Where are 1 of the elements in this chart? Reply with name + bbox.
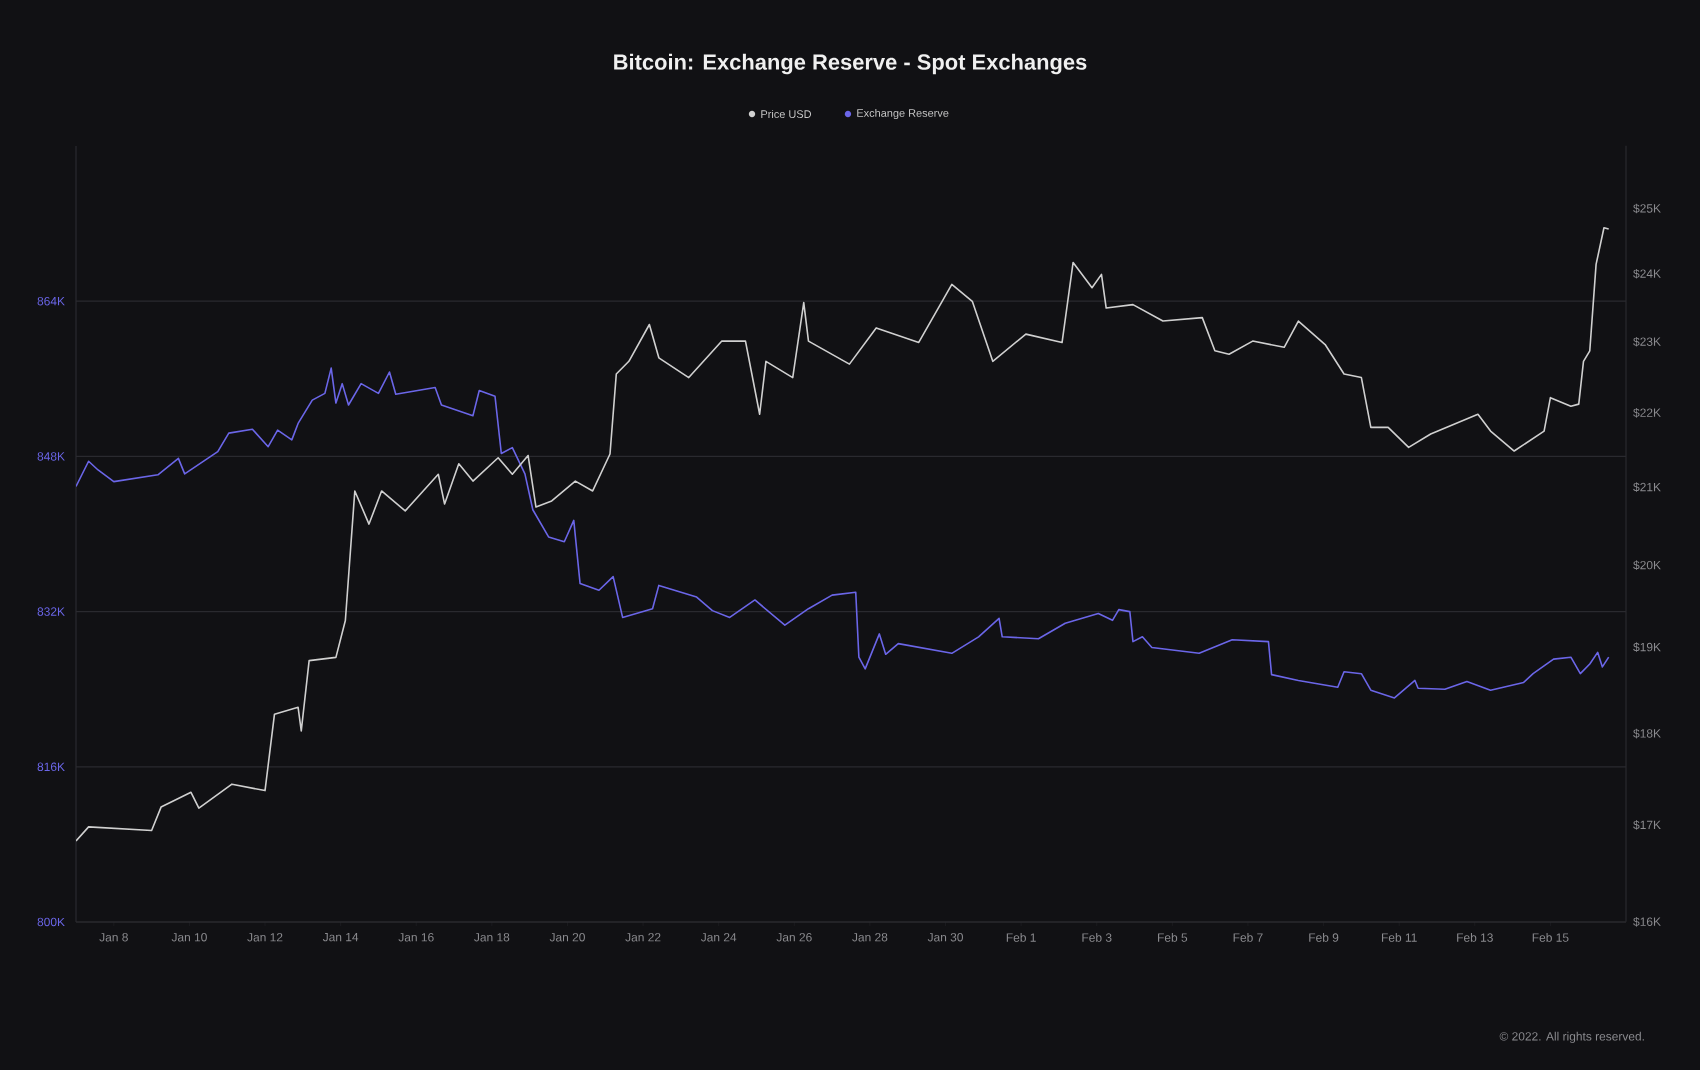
chart-title: Bitcoin: Exchange Reserve - Spot Exchanges — [614, 53, 1087, 75]
